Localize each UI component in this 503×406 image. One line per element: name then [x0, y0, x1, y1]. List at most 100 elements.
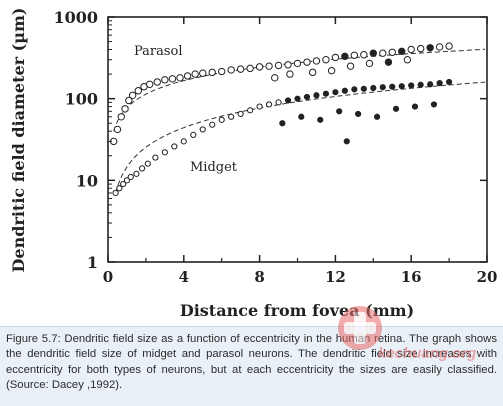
parasol-point [426, 44, 434, 52]
midget-point [411, 103, 419, 110]
parasol-point [286, 70, 294, 78]
parasol-point [435, 43, 444, 51]
midget-point [343, 138, 350, 145]
midget-point [436, 80, 443, 87]
parasol-point [218, 67, 226, 76]
parasol-point [117, 113, 125, 121]
midget-point [313, 92, 320, 99]
midget-point [144, 160, 151, 167]
parasol-point [322, 56, 330, 64]
parasol-point [274, 61, 283, 70]
y-axis-label: Dendritic field diameter (µm) [9, 8, 28, 273]
midget-point [336, 108, 343, 115]
parasol-point [327, 67, 336, 75]
midget-point [427, 81, 434, 88]
midget-point [303, 93, 311, 101]
parasol-point [360, 51, 368, 59]
parasol-point [379, 49, 387, 57]
figure-caption: Figure 5.7: Dendritic field size as a fu… [6, 333, 497, 392]
x-tick-label: 0 [103, 268, 113, 286]
parasol-point [341, 52, 349, 61]
x-tick-label: 16 [401, 268, 422, 286]
midget-point [171, 143, 178, 150]
parasol-point [416, 44, 425, 53]
midget-point [341, 87, 348, 94]
points-layer [109, 42, 453, 197]
parasol-point [168, 75, 177, 83]
midget-point [265, 101, 273, 108]
midget-point [351, 86, 358, 93]
midget-point [417, 81, 424, 88]
midget-point [139, 165, 146, 172]
midget-fit-curve [115, 81, 486, 194]
midget-point [332, 89, 339, 96]
parasol-point [350, 51, 359, 59]
y-axis-ticks: 1 10 100 1000 [53, 8, 487, 272]
parasol-point [246, 64, 254, 73]
parasol-point [388, 48, 396, 56]
parasol-point [369, 49, 377, 57]
parasol-point [145, 80, 154, 88]
midget-point [294, 95, 301, 102]
parasol-point [227, 66, 235, 74]
parasol-point [199, 69, 207, 77]
fit-curves [113, 48, 486, 194]
parasol-point [284, 61, 292, 69]
midget-point [408, 82, 415, 89]
midget-point [379, 84, 386, 91]
midget-point [218, 116, 225, 123]
midget-point [389, 83, 396, 90]
x-axis-ticks: 0 4 8 12 16 20 [103, 17, 498, 286]
y-tick-label: 1 [87, 253, 98, 272]
parasol-point [134, 87, 143, 95]
midget-annotation: Midget [190, 160, 238, 175]
y-tick-label: 100 [65, 90, 98, 109]
midget-point [355, 110, 362, 118]
parasol-point [121, 105, 129, 113]
parasol-point [183, 72, 192, 80]
dendritic-field-chart: 0 4 8 12 16 20 1 10 100 1000 Dendritic field dia… [9, 8, 498, 320]
parasol-point [308, 68, 317, 77]
parasol-point [125, 96, 133, 105]
midget-point [209, 121, 216, 128]
midget-point [392, 105, 400, 112]
midget-point [133, 170, 140, 177]
midget-point [279, 120, 286, 127]
midget-point [322, 90, 330, 97]
y-tick-label: 10 [76, 171, 98, 190]
parasol-point [365, 59, 374, 68]
x-tick-label: 20 [477, 268, 498, 286]
parasol-point [398, 47, 406, 56]
midget-point [275, 99, 282, 106]
parasol-point [331, 53, 340, 62]
x-tick-label: 4 [179, 268, 189, 286]
midget-point [199, 126, 206, 133]
midget-point [317, 116, 324, 123]
parasol-point [293, 59, 302, 68]
midget-point [123, 177, 131, 184]
parasol-point [312, 57, 321, 65]
midget-point [446, 78, 453, 86]
parasol-point [403, 56, 412, 64]
parasol-annotation: Parasol [134, 44, 183, 59]
midget-point [370, 84, 377, 92]
x-tick-label: 8 [254, 268, 264, 286]
midget-point [228, 113, 235, 120]
parasol-point [153, 78, 161, 86]
midget-point [373, 113, 381, 120]
midget-point [190, 131, 197, 139]
parasol-point [255, 63, 264, 71]
midget-point [430, 101, 438, 108]
parasol-point [236, 65, 245, 73]
midget-point [360, 85, 367, 92]
figure-caption-box: Figure 5.7: Dendritic field size as a fu… [0, 326, 503, 406]
midget-point [298, 113, 305, 120]
parasol-point [384, 58, 393, 66]
parasol-point [191, 70, 199, 78]
parasol-point [176, 74, 184, 82]
midget-point [120, 180, 127, 188]
parasol-point [346, 62, 355, 70]
midget-point [112, 189, 119, 197]
midget-point [398, 83, 405, 90]
parasol-point [208, 68, 216, 77]
